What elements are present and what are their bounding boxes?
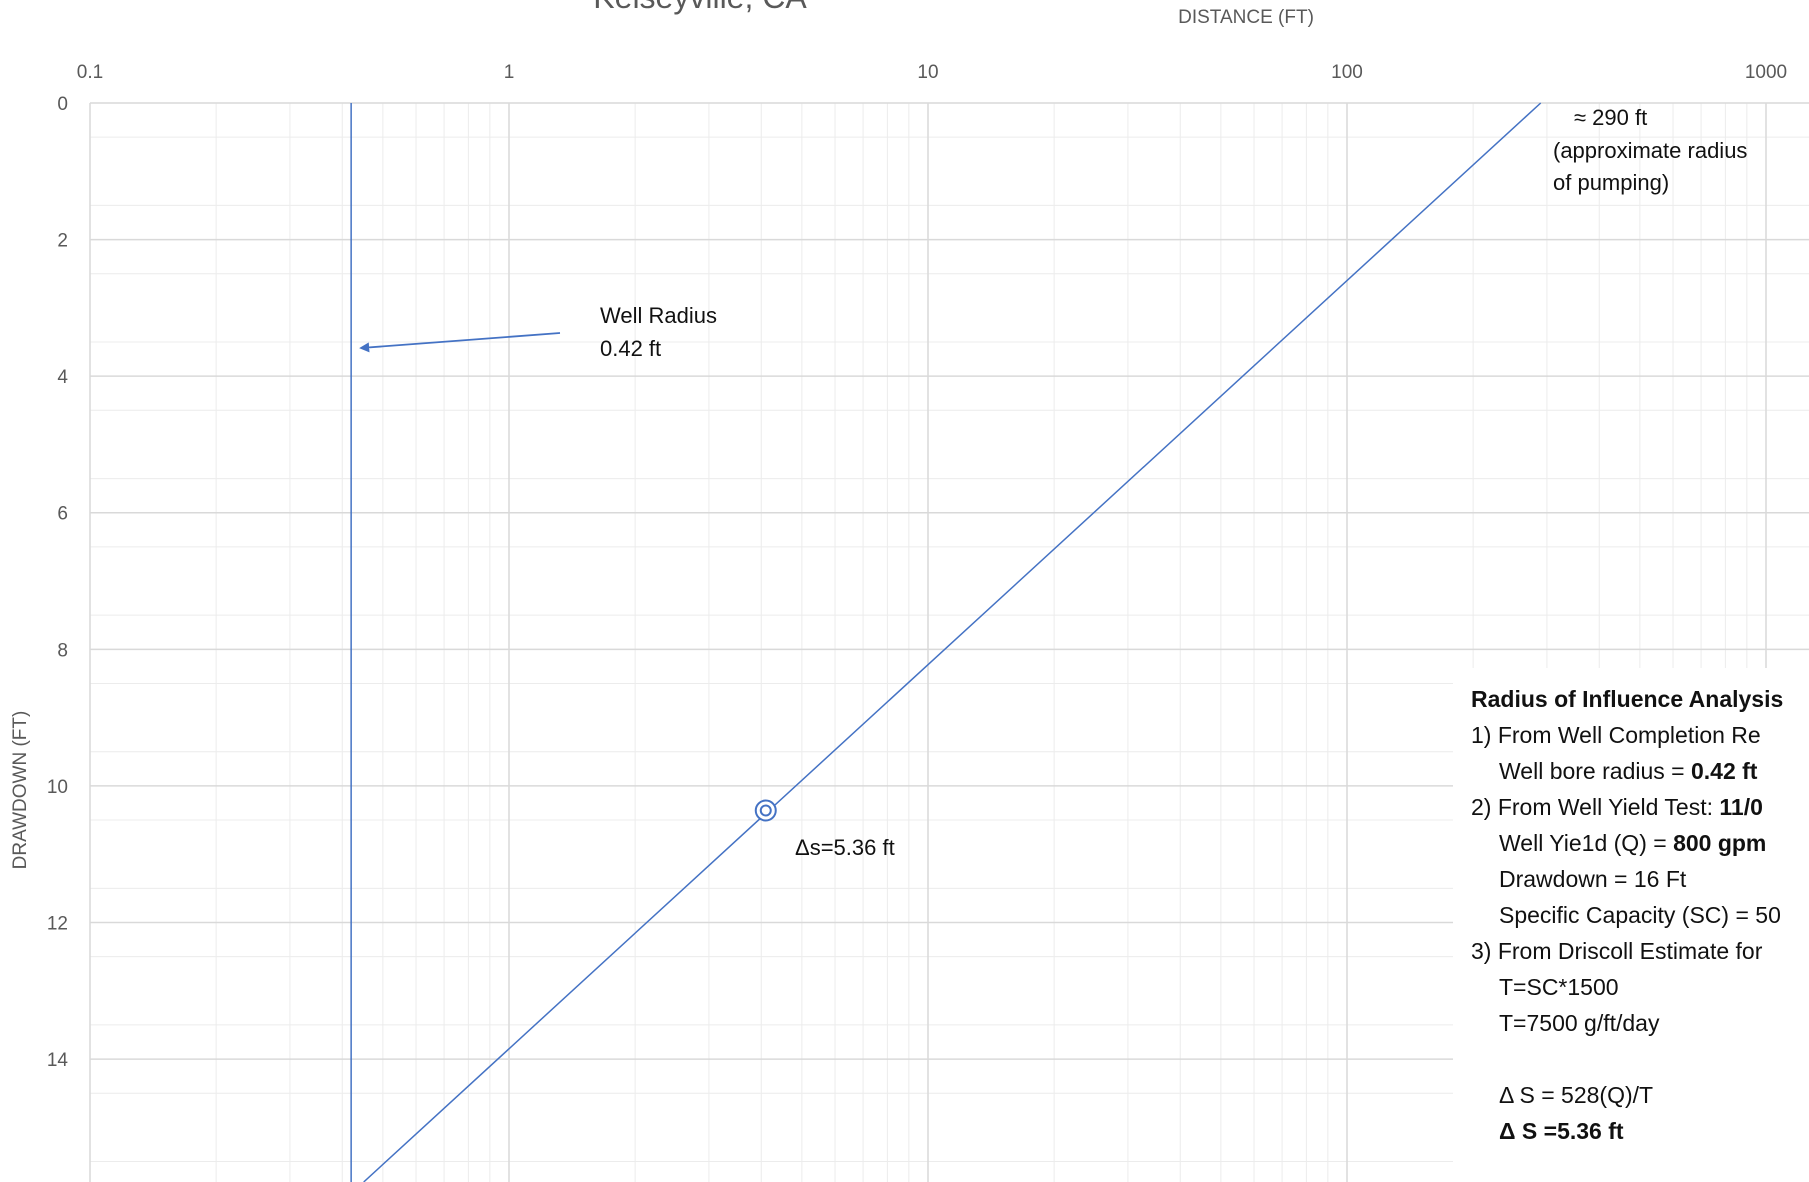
delta-s-label: Δs=5.36 ft bbox=[795, 835, 895, 860]
x-tick-label: 0.1 bbox=[77, 62, 103, 83]
y-tick-label: 8 bbox=[57, 640, 68, 661]
analysis-line-3-text: 2) From Well Yield Test: bbox=[1471, 794, 1719, 820]
y-tick-label: 10 bbox=[47, 777, 68, 798]
x-axis-title: DISTANCE (FT) bbox=[1178, 7, 1314, 28]
analysis-line-3: 2) From Well Yield Test: 11/0 bbox=[1471, 794, 1763, 820]
radius-approx-label: ≈ 290 ft bbox=[1574, 105, 1647, 130]
analysis-line-11: Δ S =5.36 ft bbox=[1499, 1118, 1624, 1144]
analysis-line-6: Specific Capacity (SC) = 50 bbox=[1499, 902, 1781, 928]
x-tick-label: 1 bbox=[504, 62, 515, 83]
radius-approx-note-1: (approximate radius bbox=[1553, 138, 1747, 163]
x-tick-label: 100 bbox=[1331, 62, 1363, 83]
y-tick-label: 4 bbox=[57, 367, 68, 388]
analysis-line-4-value: 800 gpm bbox=[1673, 830, 1766, 856]
analysis-line-1: 1) From Well Completion Re bbox=[1471, 722, 1761, 748]
analysis-line-4: Well Yie1d (Q) = 800 gpm bbox=[1499, 830, 1766, 856]
marker-outer-ring bbox=[754, 799, 777, 822]
tick-labels: 0.1 1 10 100 1000 0 2 4 6 8 10 12 14 bbox=[47, 62, 1787, 1071]
y-tick-label: 14 bbox=[47, 1050, 69, 1071]
well-radius-label: Well Radius bbox=[600, 303, 717, 328]
analysis-line-2-value: 0.42 ft bbox=[1691, 758, 1758, 784]
analysis-line-10: Δ S = 528(Q)/T bbox=[1499, 1082, 1653, 1108]
chart-title: Kelseyville, CA bbox=[593, 0, 807, 15]
chart-marks bbox=[350, 102, 1542, 1182]
y-tick-label: 12 bbox=[47, 913, 68, 934]
well-radius-arrow bbox=[359, 332, 561, 353]
analysis-line-2-text: Well bore radius = bbox=[1499, 758, 1691, 784]
analysis-box-background bbox=[1453, 668, 1809, 1182]
drawdown-series-line bbox=[363, 102, 1542, 1182]
analysis-line-4-text: Well Yie1d (Q) = bbox=[1499, 830, 1673, 856]
well-radius-value: 0.42 ft bbox=[600, 336, 661, 361]
analysis-line-3-value: 11/0 bbox=[1719, 794, 1763, 820]
marker-inner-ring bbox=[759, 804, 772, 817]
analysis-line-8: T=SC*1500 bbox=[1499, 974, 1619, 1000]
x-tick-label: 10 bbox=[917, 62, 938, 83]
analysis-line-7: 3) From Driscoll Estimate for bbox=[1471, 938, 1763, 964]
analysis-box: Radius of Influence Analysis 1) From Wel… bbox=[1453, 668, 1809, 1182]
analysis-heading: Radius of Influence Analysis bbox=[1471, 686, 1783, 712]
y-axis-title: DRAWDOWN (FT) bbox=[10, 711, 31, 870]
analysis-line-2: Well bore radius = 0.42 ft bbox=[1499, 758, 1758, 784]
radius-approx-note-2: of pumping) bbox=[1553, 170, 1669, 195]
x-tick-label: 1000 bbox=[1745, 62, 1787, 83]
analysis-line-9: T=7500 g/ft/day bbox=[1499, 1010, 1660, 1036]
analysis-line-5: Drawdown = 16 Ft bbox=[1499, 866, 1687, 892]
y-tick-label: 6 bbox=[57, 504, 68, 525]
y-tick-label: 2 bbox=[57, 231, 68, 252]
y-tick-label: 0 bbox=[57, 94, 68, 115]
